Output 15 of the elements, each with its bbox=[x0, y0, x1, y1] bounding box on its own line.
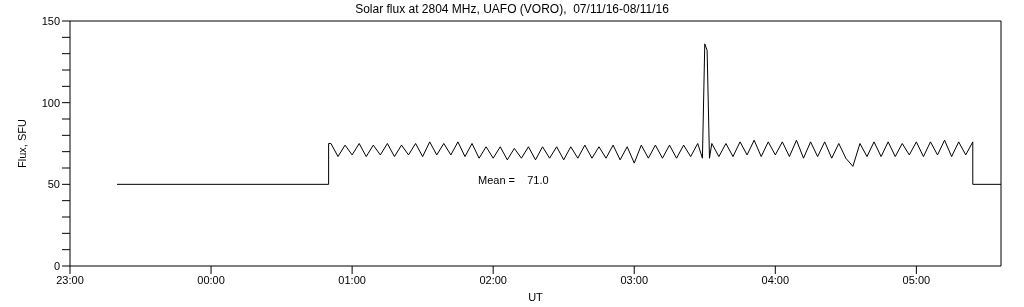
x-tick-label: 02:00 bbox=[479, 273, 507, 286]
chart-title: Solar flux at 2804 MHz, UAFO (VORO), 07/11/16-08/11/16 bbox=[354, 2, 670, 16]
y-axis-title: Flux, SFU bbox=[15, 119, 28, 168]
y-tick-label: 50 bbox=[47, 178, 60, 191]
x-tick-label: 00:00 bbox=[197, 273, 225, 286]
x-tick-label: 04:00 bbox=[761, 273, 790, 286]
y-tick-label: 0 bbox=[53, 259, 60, 272]
x-axis-title: UT bbox=[528, 291, 544, 303]
x-tick-label: 03:00 bbox=[620, 273, 649, 286]
x-tick-label: 05:00 bbox=[902, 273, 931, 286]
y-tick-label: 100 bbox=[41, 96, 60, 109]
x-tick-label: 01:00 bbox=[338, 273, 366, 286]
x-tick-label: 23:00 bbox=[56, 273, 84, 286]
annotation: Mean = 71.0 bbox=[478, 174, 549, 186]
y-tick-label: 150 bbox=[41, 14, 60, 27]
